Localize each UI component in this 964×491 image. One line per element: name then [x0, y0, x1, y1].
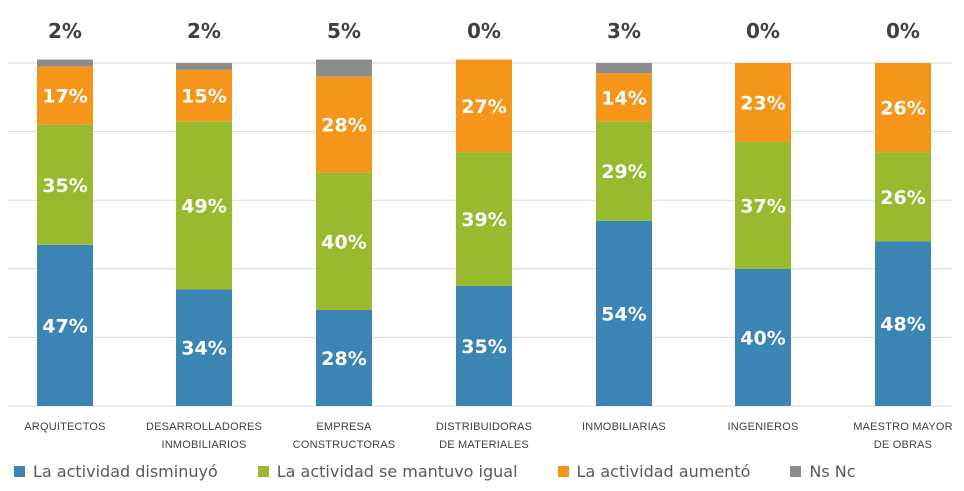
legend-label: La actividad se mantuvo igual	[276, 462, 518, 481]
bar-segment	[37, 66, 93, 125]
category-label: CONSTRUCTORAS	[293, 439, 396, 451]
bars	[37, 59, 931, 406]
data-label: 39%	[461, 209, 506, 231]
data-label-top: 2%	[48, 19, 82, 43]
bar-segment	[316, 309, 372, 406]
legend-item: Ns Nc	[790, 462, 856, 481]
bar-segment	[37, 124, 93, 245]
bar-segment	[176, 121, 232, 290]
data-label-top: 0%	[886, 19, 920, 43]
bar-segment	[176, 289, 232, 406]
legend-label: Ns Nc	[809, 462, 856, 481]
bar-segment	[316, 76, 372, 173]
category-label: DE MATERIALES	[439, 439, 529, 451]
data-label-top: 5%	[327, 19, 361, 43]
category-label: MAESTRO MAYOR	[853, 421, 953, 433]
legend-item: La actividad se mantuvo igual	[257, 462, 518, 481]
legend-label: La actividad aumentó	[576, 462, 751, 481]
bar-segment	[875, 152, 931, 242]
legend-swatch	[257, 466, 269, 477]
data-label: 35%	[461, 336, 506, 358]
legend-item: La actividad disminuyó	[14, 462, 218, 481]
category-label: EMPRESA	[316, 421, 372, 433]
bar-segment	[735, 63, 791, 142]
bar-segment	[596, 121, 652, 221]
bar-segment	[316, 59, 372, 77]
data-label: 35%	[42, 175, 87, 197]
category-labels: ARQUITECTOS DESARROLLADORES INMOBILIARIOS E…	[24, 421, 953, 451]
data-label-top: 0%	[467, 19, 501, 43]
bar-segment	[176, 69, 232, 122]
data-label: 26%	[880, 98, 925, 120]
category-label: DISTRIBUIDORAS	[436, 421, 532, 433]
bar-segment	[37, 244, 93, 406]
legend-item: La actividad aumentó	[557, 462, 751, 481]
bar-segment	[316, 172, 372, 310]
bar-segment	[596, 73, 652, 122]
bar-segment	[176, 63, 232, 70]
data-label: 26%	[880, 187, 925, 209]
data-label: 14%	[601, 87, 646, 109]
data-label: 40%	[321, 231, 366, 253]
data-label: 34%	[181, 338, 226, 360]
bar-segment	[37, 59, 93, 67]
bar-segment	[596, 63, 652, 74]
data-label: 27%	[461, 96, 506, 118]
category-label: INMOBILIARIAS	[582, 421, 666, 433]
bar-segment	[596, 220, 652, 406]
category-label: INGENIEROS	[727, 421, 798, 433]
bar-segment	[875, 241, 931, 406]
data-label-top: 2%	[187, 19, 221, 43]
data-label: 15%	[181, 86, 226, 108]
data-label: 28%	[321, 115, 366, 137]
bar-segment	[735, 141, 791, 269]
legend-swatch	[557, 466, 569, 477]
category-label: DE OBRAS	[874, 439, 932, 451]
bar-segment	[456, 59, 512, 153]
data-label: 37%	[740, 195, 785, 217]
stacked-bar-chart: 47% 35% 17% 2% 34% 49% 15% 2% 28% 40% 28% 5% 35% 39% 2…	[8, 19, 953, 451]
legend-swatch	[790, 466, 802, 477]
category-label: ARQUITECTOS	[24, 421, 105, 433]
data-label: 17%	[42, 86, 87, 108]
bar-segment	[456, 285, 512, 406]
data-label: 23%	[740, 92, 785, 114]
data-label: 47%	[42, 315, 87, 337]
legend-label: La actividad disminuyó	[33, 462, 218, 481]
bar-segment	[875, 63, 931, 153]
data-label: 40%	[740, 327, 785, 349]
data-label: 48%	[880, 314, 925, 336]
data-label: 29%	[601, 161, 646, 183]
data-label-top: 0%	[746, 19, 780, 43]
data-label: 49%	[181, 195, 226, 217]
data-label-top: 3%	[607, 19, 641, 43]
legend: La actividad disminuyó La actividad se ma…	[14, 462, 856, 481]
data-label: 54%	[601, 303, 646, 325]
data-labels: 47% 35% 17% 2% 34% 49% 15% 2% 28% 40% 28% 5% 35% 39% 2…	[42, 19, 925, 370]
bar-segment	[456, 152, 512, 286]
legend-swatch	[14, 466, 25, 477]
bar-segment	[735, 268, 791, 406]
category-label: DESARROLLADORES	[146, 421, 262, 433]
category-label: INMOBILIARIOS	[161, 439, 246, 451]
data-label: 28%	[321, 348, 366, 370]
